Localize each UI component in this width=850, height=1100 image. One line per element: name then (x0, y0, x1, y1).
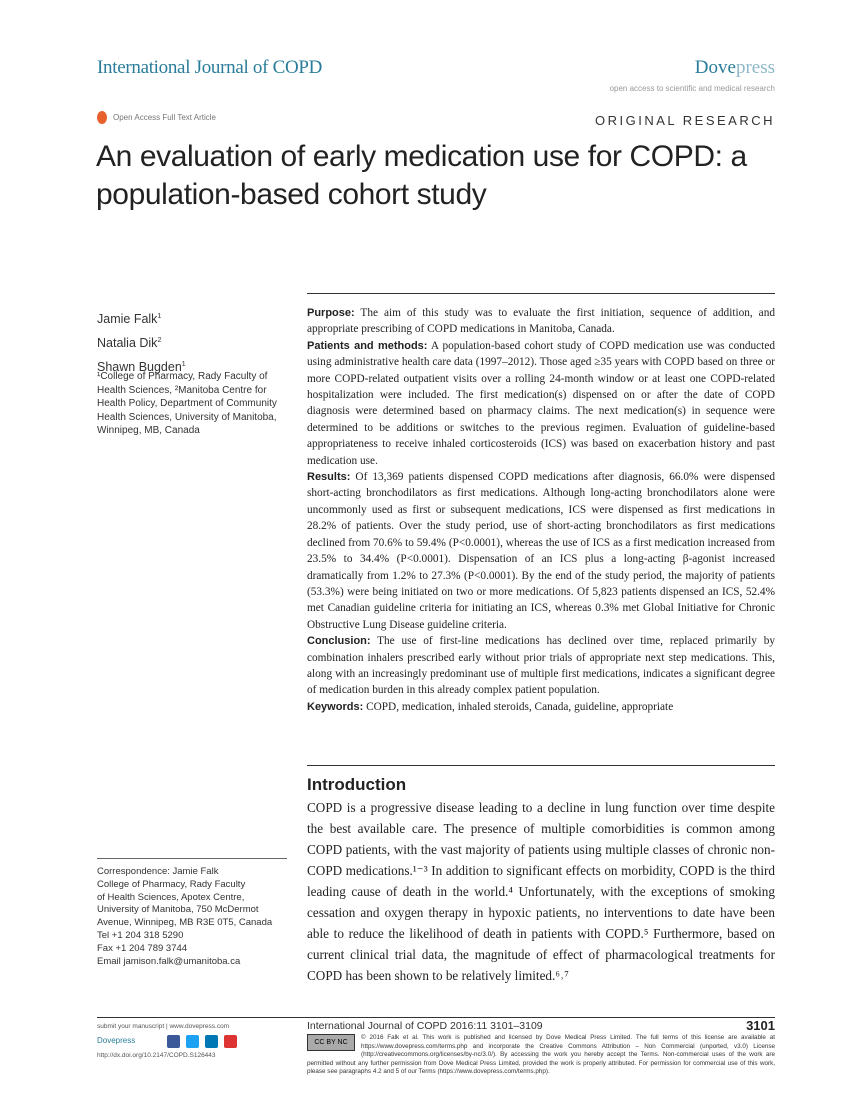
abstract: Purpose: The aim of this study was to ev… (307, 305, 775, 715)
abstract-keywords: Keywords: COPD, medication, inhaled ster… (307, 699, 775, 715)
cc-license-icon[interactable]: CC BY NC (307, 1034, 355, 1051)
corr-line: Fax +1 204 789 3744 (97, 942, 188, 954)
correspondence: Correspondence: Jamie Falk College of Ph… (97, 866, 297, 968)
publisher-logo[interactable]: Dovepress (695, 57, 775, 79)
abstract-text: Of 13,369 patients dispensed COPD medica… (307, 471, 775, 631)
author-name: Shawn Bugden (97, 360, 182, 375)
submit-link[interactable]: submit your manuscript | www.dovepress.c… (97, 1023, 230, 1030)
publisher-logo-b: press (735, 57, 775, 78)
author-name: Jamie Falk (97, 312, 158, 327)
abstract-label: Conclusion: (307, 635, 371, 648)
corr-line: University of Manitoba, 750 McDermot (97, 904, 259, 916)
doi-link[interactable]: http://dx.doi.org/10.2147/COPD.S126443 (97, 1052, 216, 1059)
abstract-label: Keywords: (307, 700, 364, 713)
corr-line: College of Pharmacy, Rady Faculty (97, 878, 246, 890)
youtube-icon[interactable] (224, 1034, 238, 1048)
corr-line: Avenue, Winnipeg, MB R3E 0T5, Canada (97, 917, 273, 929)
open-access-icon (97, 111, 107, 124)
abstract-label: Patients and methods: (307, 339, 428, 352)
author: Natalia Dik2 (97, 330, 186, 354)
paragraph: COPD is a progressive disease leading to… (307, 800, 775, 983)
corr-email[interactable]: Email jamison.falk@umanitoba.ca (97, 955, 241, 967)
corr-line: Tel +1 204 318 5290 (97, 929, 184, 941)
linkedin-icon[interactable] (205, 1034, 219, 1048)
author-sup: 1 (157, 313, 162, 320)
abstract-methods: Patients and methods: A population-based… (307, 338, 775, 469)
social-icons (167, 1034, 238, 1048)
abstract-label: Purpose: (307, 307, 355, 319)
author-list: Jamie Falk1 Natalia Dik2 Shawn Bugden1 (97, 306, 186, 378)
author-name: Natalia Dik (97, 336, 158, 351)
author: Shawn Bugden1 (97, 354, 186, 378)
affiliations: ¹College of Pharmacy, Rady Faculty of He… (97, 371, 277, 437)
footer-dove-logo: Dovepress (97, 1036, 136, 1045)
abstract-text: A population-based cohort study of COPD … (307, 339, 775, 467)
correspondence-rule (97, 858, 287, 859)
author-sup: 1 (181, 361, 186, 369)
corr-line: Correspondence: Jamie Falk (97, 866, 219, 877)
paper-title: An evaluation of early medication use fo… (96, 140, 747, 211)
open-access-text: Open Access Full Text Article (113, 113, 217, 122)
open-access-label: Open Access Full Text Article (97, 111, 216, 124)
twitter-icon[interactable] (186, 1034, 200, 1048)
facebook-icon[interactable] (167, 1034, 181, 1048)
publisher-tagline: open access to scientific and medical re… (609, 84, 775, 93)
abstract-top-rule (307, 293, 775, 294)
footer-citation: International Journal of COPD 2016:11 31… (307, 1020, 543, 1032)
abstract-text: The use of first-line medications has de… (307, 635, 775, 697)
abstract-bottom-rule (307, 765, 775, 766)
page-number: 3101 (746, 1018, 775, 1033)
abstract-results: Results: Of 13,369 patients dispensed CO… (307, 469, 775, 633)
author-sup: 2 (157, 337, 162, 345)
article-type: ORIGINAL RESEARCH (595, 113, 775, 128)
abstract-conclusion: Conclusion: The use of first-line medica… (307, 633, 775, 699)
abstract-text: The aim of this study was to evaluate th… (307, 307, 775, 336)
license-text: © 2016 Falk et al. This work is publishe… (307, 1034, 775, 1076)
footer-rule (97, 1017, 775, 1018)
license-block: CC BY NC © 2016 Falk et al. This work is… (307, 1034, 775, 1077)
publisher-logo-a: Dove (694, 57, 736, 78)
section-heading: Introduction (307, 775, 407, 794)
introduction-body: COPD is a progressive disease leading to… (307, 797, 775, 986)
abstract-text: COPD, medication, inhaled steroids, Cana… (363, 700, 674, 713)
journal-name: International Journal of COPD (97, 57, 323, 78)
corr-line: of Health Sciences, Apotex Centre, (97, 891, 245, 903)
footer-left: submit your manuscript | www.dovepress.c… (97, 1020, 238, 1063)
abstract-purpose: Purpose: The aim of this study was to ev… (307, 305, 775, 338)
abstract-label: Results: (307, 471, 351, 484)
author: Jamie Falk1 (97, 306, 186, 330)
